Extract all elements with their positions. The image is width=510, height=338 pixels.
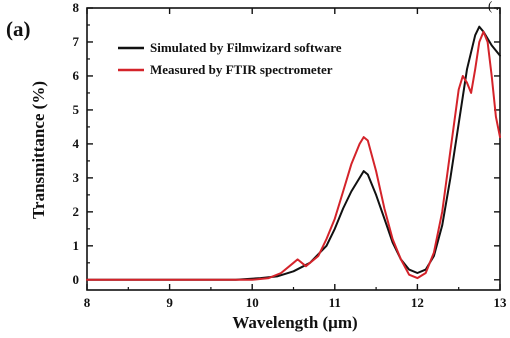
y-tick-label-7: 7 — [73, 34, 80, 49]
y-axis-label: Transmittance (%) — [29, 81, 48, 219]
y-tick-label-2: 2 — [73, 204, 80, 219]
series-line-1 — [86, 25, 501, 281]
y-tick-label-6: 6 — [73, 68, 80, 83]
x-axis-label: Wavelength (μm) — [232, 313, 357, 332]
x-tick-label-8: 8 — [84, 295, 91, 310]
x-tick-label-9: 9 — [166, 295, 173, 310]
series-line-2 — [86, 30, 501, 281]
x-tick-label-10: 10 — [246, 295, 259, 310]
legend-label-2: Measured by FTIR spectrometer — [150, 62, 333, 77]
panel-label: (a) — [6, 17, 31, 41]
legend: Simulated by Filmwizard software Measured… — [118, 40, 342, 77]
y-tick-label-3: 3 — [73, 170, 80, 185]
x-tick-label-13: 13 — [494, 295, 508, 310]
y-tick-label-5: 5 — [73, 102, 80, 117]
x-tick-label-12: 12 — [411, 295, 424, 310]
legend-label-1: Simulated by Filmwizard software — [150, 40, 342, 55]
corner-text: ( . — [488, 0, 499, 13]
series-lines — [86, 25, 501, 281]
y-tick-label-4: 4 — [73, 136, 80, 151]
y-tick-label-8: 8 — [73, 0, 80, 15]
y-tick-label-0: 0 — [73, 272, 80, 287]
y-tick-label-1: 1 — [73, 238, 80, 253]
x-tick-label-11: 11 — [329, 295, 341, 310]
